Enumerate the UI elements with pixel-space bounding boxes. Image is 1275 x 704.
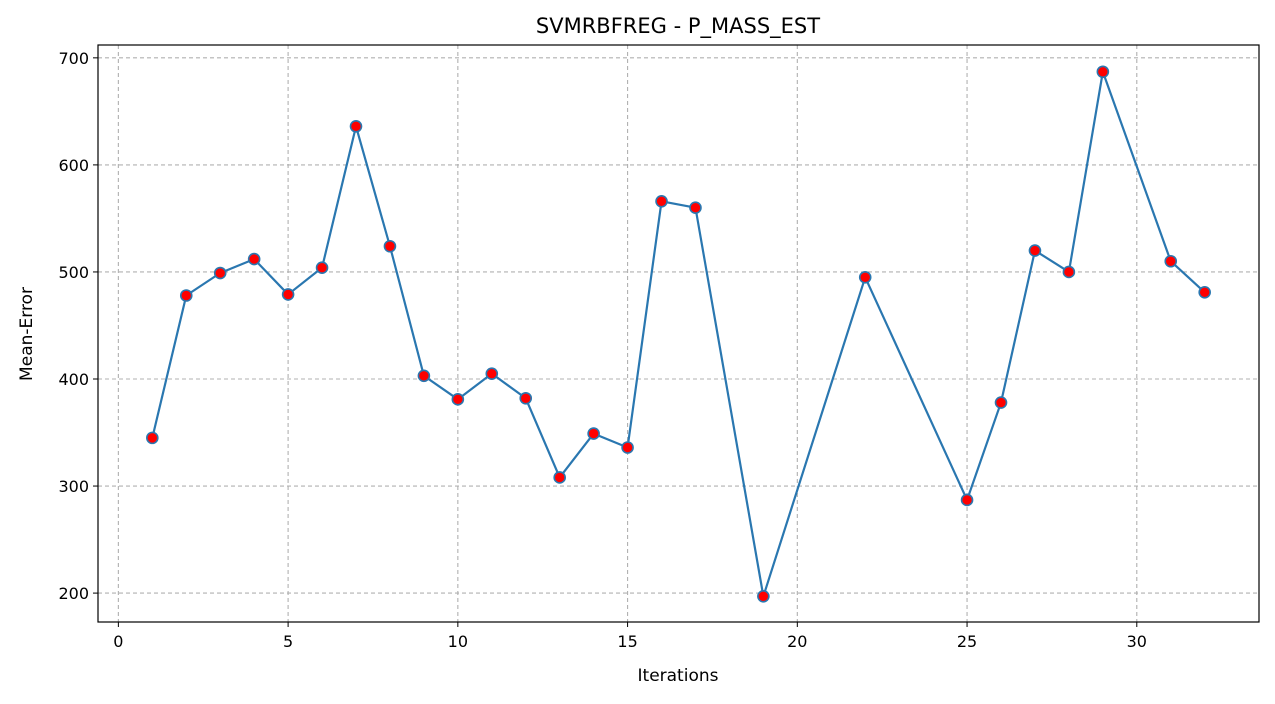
data-point xyxy=(146,431,159,445)
data-point xyxy=(689,201,702,215)
data-point xyxy=(655,194,668,208)
data-point xyxy=(281,288,295,301)
data-line xyxy=(151,70,1206,598)
data-point xyxy=(519,391,533,405)
data-point xyxy=(1164,254,1178,268)
data-point xyxy=(1198,285,1211,299)
x-tick-label: 5 xyxy=(283,632,293,651)
x-tick-label: 30 xyxy=(1127,632,1147,651)
data-point xyxy=(1062,265,1076,279)
data-point xyxy=(757,590,770,603)
data-point xyxy=(858,270,872,284)
tick-labels: 0 5 10 15 20 25 30 200 300 400 500 600 700 xyxy=(58,49,1147,651)
y-tick-label: 500 xyxy=(58,263,89,282)
x-tick-label: 25 xyxy=(957,632,977,651)
data-point xyxy=(1096,65,1110,79)
series-markers xyxy=(146,65,1211,603)
data-point xyxy=(485,367,499,380)
data-point xyxy=(417,369,431,383)
data-point xyxy=(960,493,974,507)
grid-lines xyxy=(98,45,1259,622)
data-point xyxy=(383,239,397,253)
x-axis-label: Iterations xyxy=(638,666,719,686)
y-tick-label: 600 xyxy=(58,156,89,175)
y-axis-label: Mean-Error xyxy=(17,287,37,381)
data-point xyxy=(247,252,261,266)
data-point xyxy=(587,427,600,440)
data-point xyxy=(315,261,329,274)
data-point xyxy=(553,471,566,484)
axes xyxy=(93,44,1260,627)
data-point xyxy=(994,396,1008,409)
data-point xyxy=(349,120,363,133)
y-tick-label: 400 xyxy=(58,370,89,389)
y-tick-label: 300 xyxy=(58,477,89,496)
series-line xyxy=(151,70,1206,598)
x-tick-label: 10 xyxy=(448,632,468,651)
data-point xyxy=(621,441,634,454)
x-tick-label: 15 xyxy=(617,632,637,651)
plot-frame xyxy=(97,44,1260,623)
y-tick-label: 700 xyxy=(58,49,89,68)
data-point xyxy=(179,289,193,302)
data-point xyxy=(213,266,227,280)
x-tick-label: 20 xyxy=(787,632,807,651)
chart-title: SVMRBFREG - P_MASS_EST xyxy=(536,14,820,39)
x-tick-label: 0 xyxy=(113,632,123,651)
data-point xyxy=(451,393,465,406)
data-point xyxy=(1028,244,1042,257)
y-tick-label: 200 xyxy=(58,584,89,603)
